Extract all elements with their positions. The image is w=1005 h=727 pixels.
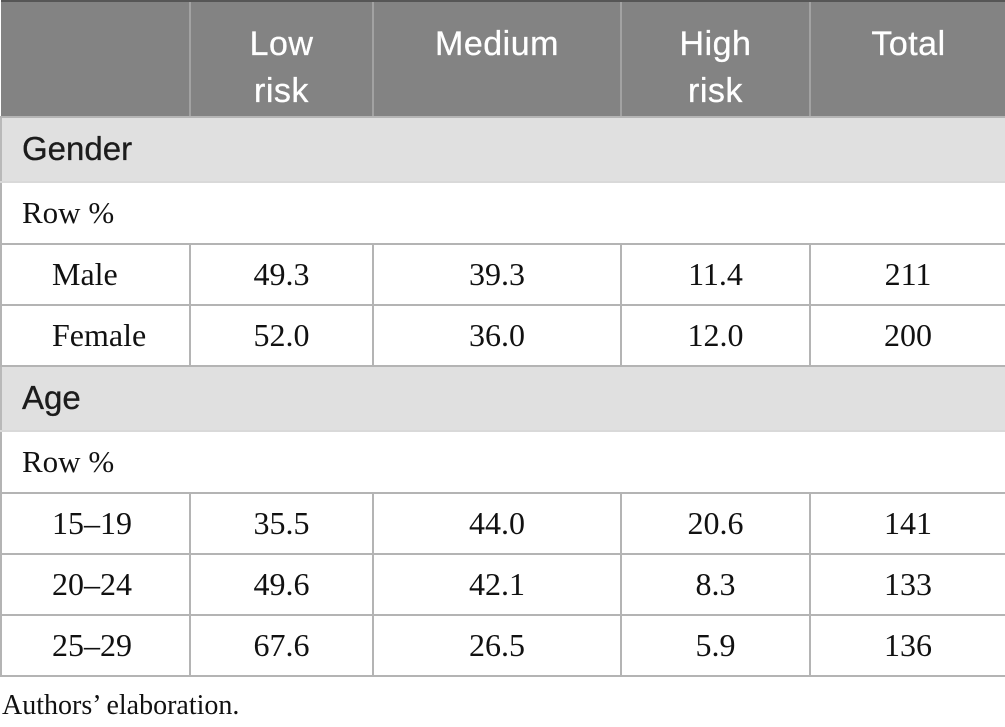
table-row-20-24: 20–24 49.6 42.1 8.3 133 [0,553,1005,616]
section-title: Gender [0,116,1005,183]
table-cell: 49.3 [189,243,373,306]
table-cell: 12.0 [620,304,810,367]
table-row-female: Female 52.0 36.0 12.0 200 [0,304,1005,367]
measure-label: Row % [0,181,1005,245]
table-cell: 67.6 [189,614,373,677]
measure-label: Row % [0,430,1005,494]
row-label: Male [0,243,190,306]
column-header-high-risk: High risk [620,0,810,118]
column-header-low-risk: Low risk [189,0,373,118]
table-cell: 141 [809,492,1005,555]
table-cell: 44.0 [372,492,621,555]
table-cell: 200 [809,304,1005,367]
section-header-gender: Gender [0,116,1005,183]
table-cell: 136 [809,614,1005,677]
column-header-medium: Medium [372,0,621,118]
column-header-label: Total [871,25,946,63]
measure-row-gender: Row % [0,181,1005,245]
table-cell: 39.3 [372,243,621,306]
table-row-25-29: 25–29 67.6 26.5 5.9 136 [0,614,1005,677]
table-cell: 8.3 [620,553,810,616]
table-cell: 49.6 [189,553,373,616]
table-row-15-19: 15–19 35.5 44.0 20.6 141 [0,492,1005,555]
column-header-total: Total [809,0,1005,118]
risk-distribution-table: Low risk Medium High risk Total Gender R… [0,0,1005,677]
section-header-age: Age [0,365,1005,432]
column-header-label: High risk [679,25,752,110]
table-row-male: Male 49.3 39.3 11.4 211 [0,243,1005,306]
row-label: Female [0,304,190,367]
column-header-label: Low risk [249,25,314,110]
section-title: Age [0,365,1005,432]
table-cell: 5.9 [620,614,810,677]
table-cell: 42.1 [372,553,621,616]
row-label: 25–29 [0,614,190,677]
row-label: 20–24 [0,553,190,616]
table-footnote: Authors’ elaboration. [2,689,240,721]
table-cell: 36.0 [372,304,621,367]
table-cell: 133 [809,553,1005,616]
table-cell: 52.0 [189,304,373,367]
table-cell: 35.5 [189,492,373,555]
measure-row-age: Row % [0,430,1005,494]
table-cell: 20.6 [620,492,810,555]
column-header-empty [1,0,190,118]
table-cell: 26.5 [372,614,621,677]
row-label: 15–19 [0,492,190,555]
table-cell: 11.4 [620,243,810,306]
table-cell: 211 [809,243,1005,306]
table-header-row: Low risk Medium High risk Total [1,0,1005,118]
column-header-label: Medium [435,25,559,63]
